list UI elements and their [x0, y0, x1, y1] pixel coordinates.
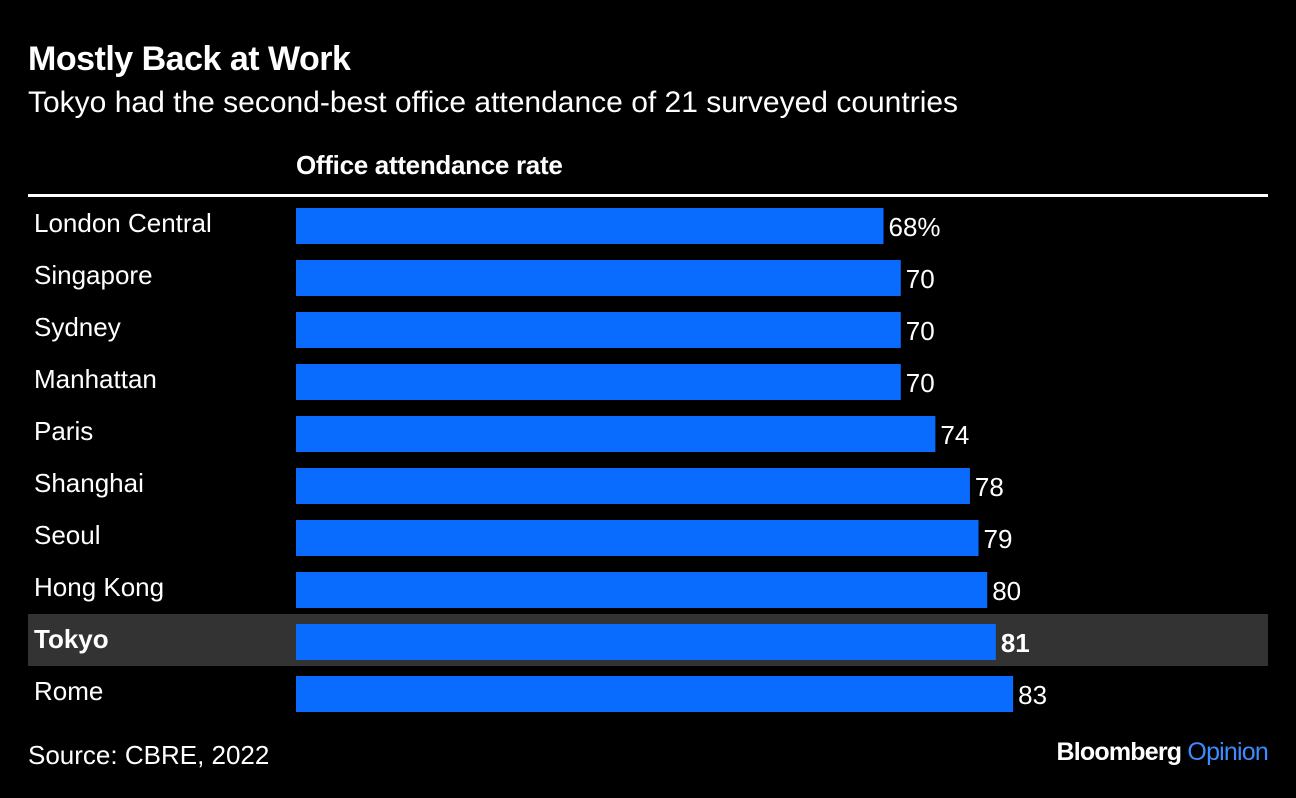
chart-subtitle: Tokyo had the second-best office attenda… — [28, 86, 959, 119]
bar-paris — [296, 416, 936, 452]
bar-london-central — [296, 208, 884, 244]
value-label-seoul: 79 — [984, 524, 1013, 554]
bar-seoul — [296, 520, 979, 556]
category-label-london-central: London Central — [34, 208, 212, 238]
value-label-london-central: 68% — [889, 212, 941, 242]
value-label-hong-kong: 80 — [992, 576, 1021, 606]
chart-title: Mostly Back at Work — [28, 40, 351, 78]
brand-accent: Opinion — [1187, 738, 1268, 766]
value-label-shanghai: 78 — [975, 472, 1004, 502]
category-label-seoul: Seoul — [34, 520, 101, 550]
category-label-shanghai: Shanghai — [34, 468, 144, 498]
category-label-singapore: Singapore — [34, 260, 153, 290]
bar-tokyo — [296, 624, 996, 660]
bar-hong-kong — [296, 572, 988, 608]
value-label-tokyo: 81 — [1001, 628, 1030, 658]
value-label-manhattan: 70 — [906, 368, 935, 398]
bar-manhattan — [296, 364, 901, 400]
brand-name: Bloomberg — [1056, 738, 1183, 766]
category-label-manhattan: Manhattan — [34, 364, 157, 394]
value-label-sydney: 70 — [906, 316, 935, 346]
category-label-tokyo: Tokyo — [34, 624, 109, 654]
category-label-paris: Paris — [34, 416, 93, 446]
category-label-hong-kong: Hong Kong — [34, 572, 164, 602]
source-note: Source: CBRE, 2022 — [28, 740, 270, 770]
category-label-rome: Rome — [34, 676, 103, 706]
column-header: Office attendance rate — [296, 150, 563, 180]
value-label-singapore: 70 — [906, 264, 935, 294]
bar-singapore — [296, 260, 901, 296]
bar-rome — [296, 676, 1014, 712]
value-label-rome: 83 — [1018, 680, 1047, 710]
bar-sydney — [296, 312, 901, 348]
header-rule — [28, 194, 1268, 197]
bar-shanghai — [296, 468, 970, 504]
category-label-sydney: Sydney — [34, 312, 121, 342]
brand-logo: Bloomberg Opinion — [1056, 738, 1269, 767]
value-label-paris: 74 — [940, 420, 969, 450]
